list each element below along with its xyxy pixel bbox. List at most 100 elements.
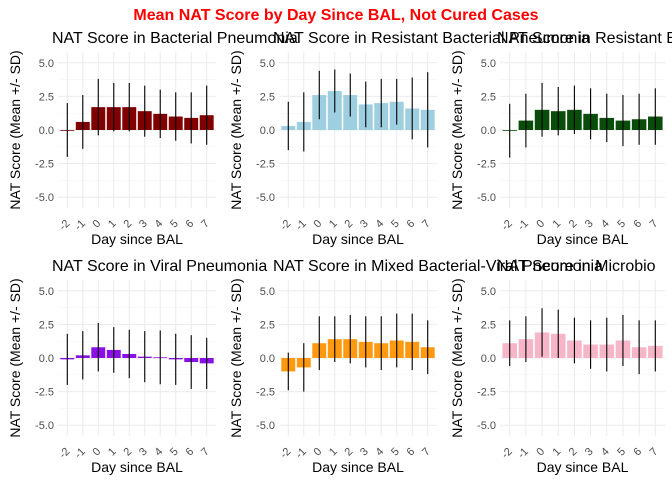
x-tick-label: 0 xyxy=(91,446,104,459)
y-tick-label: -2.5 xyxy=(477,159,496,171)
x-tick-label: 6 xyxy=(184,218,197,231)
x-tick-label: 0 xyxy=(312,446,325,459)
y-tick-label: 0.0 xyxy=(481,125,496,137)
x-tick-label: 1 xyxy=(551,218,564,231)
y-tick-label: 5.0 xyxy=(39,58,54,70)
x-tick-label: 2 xyxy=(343,446,356,459)
x-axis-label: Day since BAL xyxy=(537,459,629,475)
y-tick-label: -2.5 xyxy=(35,387,54,399)
y-axis-label: NAT Score (Mean +/- SD) xyxy=(228,278,244,437)
x-tick-label: 2 xyxy=(122,446,135,459)
x-tick-label: 5 xyxy=(615,218,628,231)
panel-title: NAT Score in Microbio xyxy=(497,258,656,275)
x-tick-label: 1 xyxy=(106,218,119,231)
x-tick-label: 0 xyxy=(312,218,325,231)
x-tick-label: 7 xyxy=(420,218,433,231)
x-tick-label: -2 xyxy=(278,218,293,233)
x-tick-label: -2 xyxy=(278,446,293,461)
x-tick-label: 5 xyxy=(168,218,181,231)
x-tick-label: -1 xyxy=(516,446,531,461)
x-axis-label: Day since BAL xyxy=(91,459,183,475)
x-tick-label: 3 xyxy=(358,218,371,231)
x-tick-label: 5 xyxy=(389,218,402,231)
x-tick-label: 5 xyxy=(389,446,402,459)
x-tick-label: 1 xyxy=(327,218,340,231)
x-tick-label: 2 xyxy=(567,446,580,459)
x-tick-label: 5 xyxy=(168,446,181,459)
x-tick-label: 2 xyxy=(343,218,356,231)
x-tick-label: -2 xyxy=(499,218,514,233)
x-tick-label: 3 xyxy=(358,446,371,459)
panel-title: NAT Score in Resistant Bacterial Pneumon… xyxy=(273,30,590,47)
x-tick-label: 6 xyxy=(631,446,644,459)
x-tick-label: 4 xyxy=(599,446,612,459)
y-tick-label: 0.0 xyxy=(260,125,275,137)
x-tick-label: 3 xyxy=(583,218,596,231)
y-tick-label: 0.0 xyxy=(260,353,275,365)
y-tick-label: 5.0 xyxy=(481,286,496,298)
y-tick-label: 5.0 xyxy=(260,286,275,298)
x-tick-label: 5 xyxy=(615,446,628,459)
y-axis-label: NAT Score (Mean +/- SD) xyxy=(449,50,465,209)
x-tick-label: 4 xyxy=(374,218,387,231)
y-axis-label: NAT Score (Mean +/- SD) xyxy=(449,278,465,437)
y-tick-label: 0.0 xyxy=(481,353,496,365)
x-tick-label: 1 xyxy=(551,446,564,459)
y-tick-label: -5.0 xyxy=(477,420,496,432)
x-tick-label: 6 xyxy=(631,218,644,231)
panel-title: NAT Score in Resistant Bacterial Pneumon… xyxy=(497,30,672,47)
y-tick-label: -2.5 xyxy=(256,387,275,399)
y-tick-label: -2.5 xyxy=(256,159,275,171)
y-tick-label: -5.0 xyxy=(35,192,54,204)
y-tick-label: 2.5 xyxy=(39,91,54,103)
x-axis-label: Day since BAL xyxy=(537,231,629,247)
y-tick-label: -5.0 xyxy=(477,192,496,204)
x-tick-label: 6 xyxy=(184,446,197,459)
x-tick-label: 6 xyxy=(405,218,418,231)
y-tick-label: -5.0 xyxy=(256,192,275,204)
x-tick-label: 0 xyxy=(534,446,547,459)
x-axis-label: Day since BAL xyxy=(312,459,404,475)
x-tick-label: -1 xyxy=(294,218,309,233)
x-axis-label: Day since BAL xyxy=(312,231,404,247)
y-tick-label: 2.5 xyxy=(39,319,54,331)
x-tick-label: -2 xyxy=(57,446,72,461)
panel-title: NAT Score in Viral Pneumonia xyxy=(52,258,267,275)
x-tick-label: 3 xyxy=(137,218,150,231)
panel-title: NAT Score in Mixed Bacterial-Viral Pneum… xyxy=(273,258,603,275)
y-axis-label: NAT Score (Mean +/- SD) xyxy=(7,50,23,209)
y-tick-label: -5.0 xyxy=(35,420,54,432)
x-tick-label: 2 xyxy=(122,218,135,231)
x-tick-label: 4 xyxy=(374,446,387,459)
y-tick-label: -2.5 xyxy=(477,387,496,399)
x-tick-label: 7 xyxy=(420,446,433,459)
x-tick-label: -2 xyxy=(57,218,72,233)
x-tick-label: 6 xyxy=(405,446,418,459)
x-tick-label: -1 xyxy=(73,218,88,233)
x-tick-label: 3 xyxy=(137,446,150,459)
x-tick-label: 7 xyxy=(648,446,661,459)
panel-title: NAT Score in Bacterial Pneumonia xyxy=(52,30,298,47)
x-tick-label: 4 xyxy=(153,446,166,459)
y-tick-label: 2.5 xyxy=(260,319,275,331)
x-tick-label: 1 xyxy=(106,446,119,459)
y-tick-label: 5.0 xyxy=(260,58,275,70)
x-tick-label: 4 xyxy=(153,218,166,231)
x-tick-label: 2 xyxy=(567,218,580,231)
x-tick-label: 7 xyxy=(199,218,212,231)
x-tick-label: 0 xyxy=(91,218,104,231)
x-axis-label: Day since BAL xyxy=(91,231,183,247)
x-tick-label: -1 xyxy=(294,446,309,461)
y-tick-label: -2.5 xyxy=(35,159,54,171)
x-tick-label: 7 xyxy=(199,446,212,459)
y-axis-label: NAT Score (Mean +/- SD) xyxy=(7,278,23,437)
y-tick-label: 0.0 xyxy=(39,353,54,365)
x-tick-label: -2 xyxy=(499,446,514,461)
x-tick-label: 7 xyxy=(648,218,661,231)
y-tick-label: 0.0 xyxy=(39,125,54,137)
